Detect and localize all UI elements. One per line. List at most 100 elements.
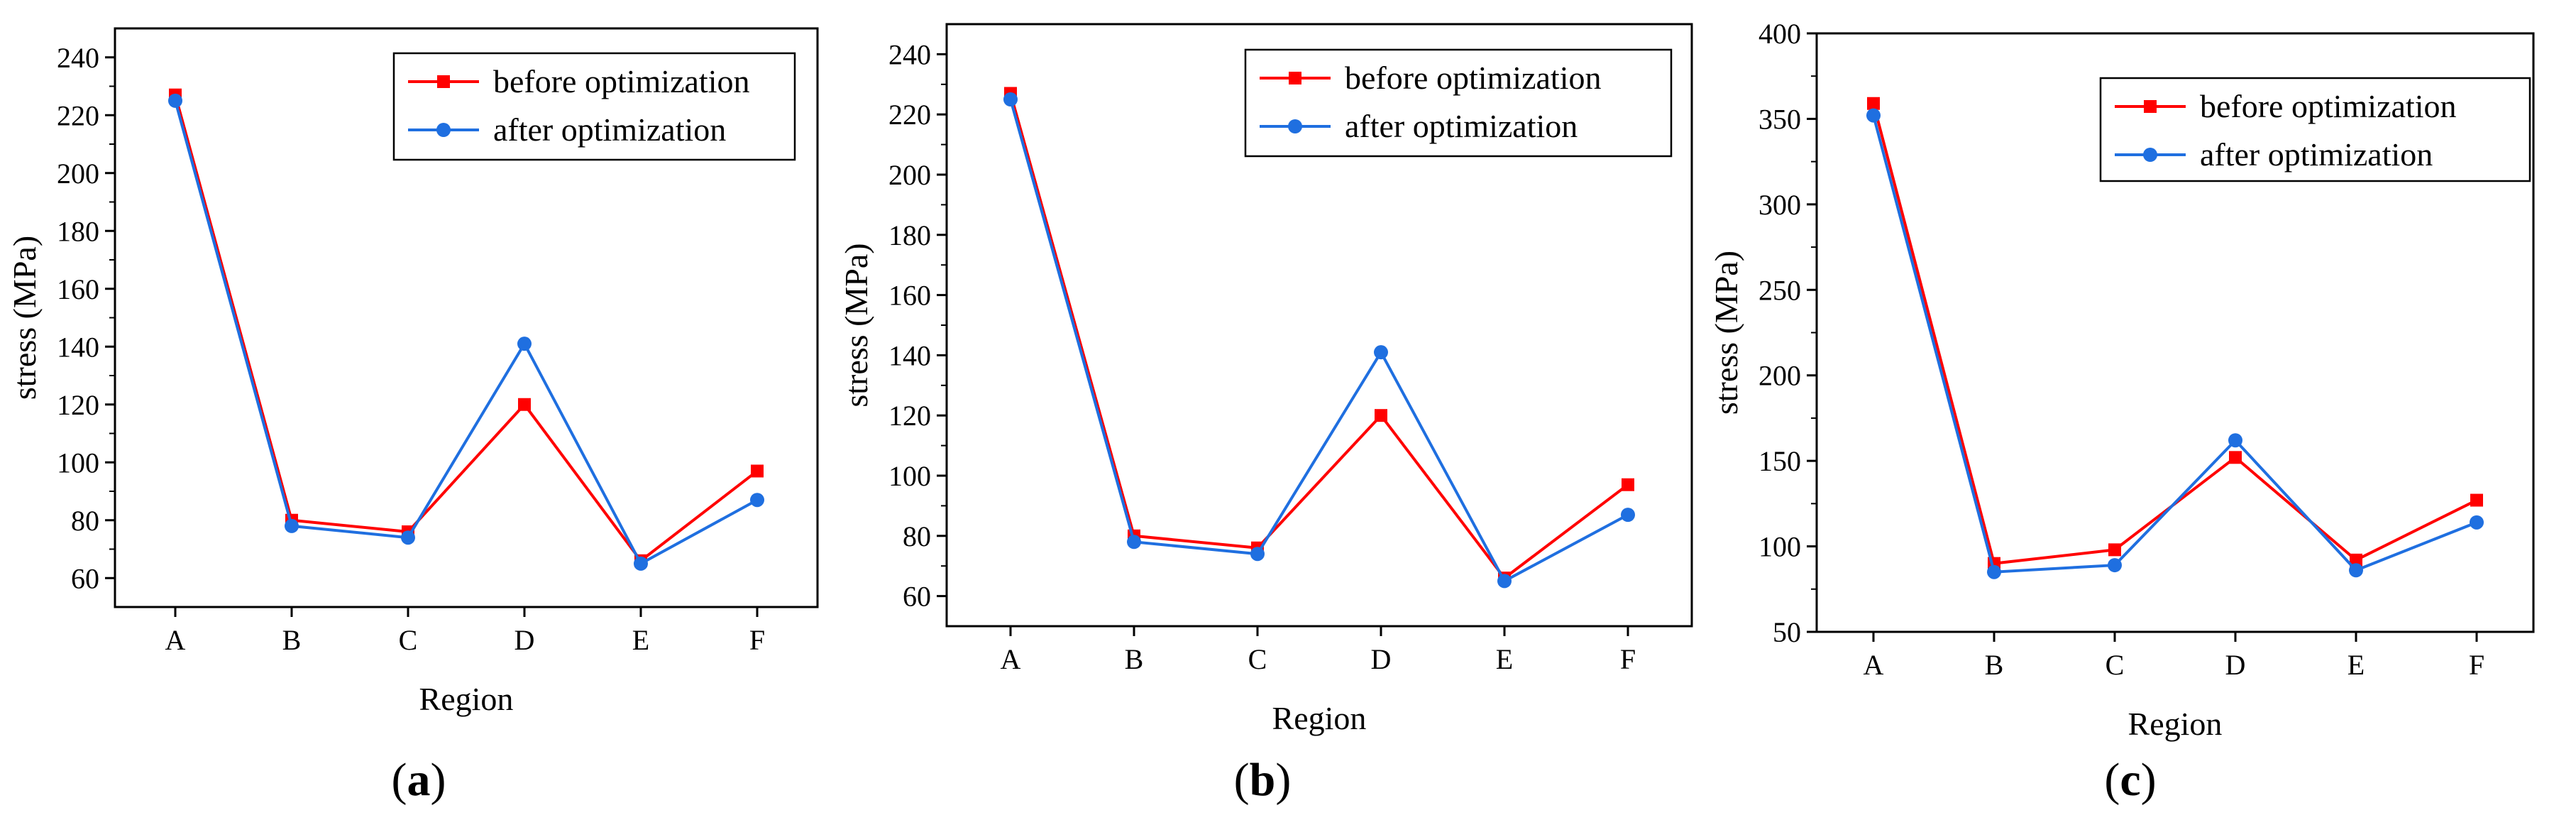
x-tick-label: C <box>1248 643 1267 675</box>
legend: before optimization after optimization <box>392 52 796 161</box>
panel-label: (a) <box>392 754 446 806</box>
legend-swatch-marker <box>1288 119 1302 133</box>
y-tick-label: 140 <box>888 339 931 371</box>
series-line-after <box>1872 115 2477 574</box>
data-point <box>1867 97 1880 110</box>
legend-swatch-marker <box>2143 148 2157 162</box>
y-tick-label: 60 <box>71 562 99 594</box>
y-tick-label: 160 <box>888 280 931 312</box>
x-tick-label: B <box>282 624 302 656</box>
data-point <box>1375 409 1387 422</box>
x-tick-label: F <box>2469 649 2484 681</box>
series-line-after <box>174 100 758 566</box>
y-tick-label: 220 <box>57 99 99 131</box>
x-tick-label: E <box>2347 649 2365 681</box>
data-point <box>634 556 648 571</box>
data-point <box>2228 433 2242 448</box>
y-tick-label: 120 <box>57 389 99 421</box>
y-tick-label: 100 <box>1758 531 1801 563</box>
legend-swatch-marker <box>436 123 451 137</box>
data-point <box>751 464 764 478</box>
data-point <box>1621 508 1635 523</box>
panel-label-open: ( <box>1234 754 1250 806</box>
legend-swatch-marker <box>2144 100 2157 113</box>
data-point <box>2350 553 2362 567</box>
y-tick-label: 100 <box>57 447 99 479</box>
x-tick-label: D <box>1371 643 1392 675</box>
y-tick-label: 350 <box>1758 103 1801 135</box>
y-axis-title: stress (MPa) <box>1708 251 1744 415</box>
panel-label-close: ) <box>431 754 446 806</box>
panel-label: (b) <box>1234 754 1292 806</box>
y-tick-label: 80 <box>903 520 931 552</box>
data-point <box>2108 543 2121 557</box>
data-point <box>1003 92 1018 106</box>
chart-panel-c: 50 100 150 200 250 300 350 400 A B C D E F Region stres… <box>1708 18 2535 806</box>
x-axis-title: Region <box>419 681 514 717</box>
data-point <box>1987 564 2001 579</box>
series-line-before <box>1009 92 1629 580</box>
y-tick-label: 100 <box>888 460 931 492</box>
data-point <box>168 93 182 108</box>
x-tick-label: C <box>2106 649 2125 681</box>
y-tick-label: 400 <box>1758 18 1801 50</box>
data-point <box>2349 563 2363 578</box>
y-tick-label: 50 <box>1773 616 1801 648</box>
y-tick-label: 180 <box>57 215 99 247</box>
data-point <box>1127 535 1141 550</box>
x-tick-label: F <box>1620 643 1636 675</box>
y-tick-label: 200 <box>888 159 931 191</box>
legend-box <box>392 52 796 161</box>
y-tick-label: 240 <box>57 42 99 74</box>
data-point <box>517 337 532 351</box>
data-point <box>518 398 531 411</box>
panel-label-open: ( <box>2104 754 2120 806</box>
y-tick-label: 220 <box>888 99 931 131</box>
x-tick-label: D <box>2225 649 2246 681</box>
legend-label: before optimization <box>1345 60 1602 96</box>
panel-label: (c) <box>2104 754 2156 806</box>
x-tick-label: A <box>1001 643 1021 675</box>
data-point <box>1250 547 1265 562</box>
panel-label-letter: c <box>2120 754 2140 806</box>
legend-label: after optimization <box>1345 108 1578 144</box>
x-tick-label: F <box>749 624 765 656</box>
data-point <box>1374 345 1388 360</box>
y-tick-label: 180 <box>888 219 931 251</box>
x-axis-title: Region <box>2128 706 2223 742</box>
y-tick-label: 240 <box>888 38 931 70</box>
y-tick-label: 160 <box>57 273 99 305</box>
legend-box <box>1244 48 1673 158</box>
x-tick-label: B <box>1985 649 2004 681</box>
data-point <box>2470 493 2483 507</box>
legend-label: after optimization <box>2200 136 2433 173</box>
y-tick-label: 250 <box>1758 274 1801 306</box>
y-tick-label: 150 <box>1758 445 1801 477</box>
x-tick-label: A <box>1864 649 1884 681</box>
y-tick-label: 80 <box>71 505 99 537</box>
x-tick-label: A <box>165 624 186 656</box>
y-tick-label: 300 <box>1758 189 1801 221</box>
y-tick-label: 60 <box>903 581 931 613</box>
data-point <box>750 493 764 508</box>
series-line-after <box>1009 99 1629 584</box>
panel-label-letter: a <box>407 754 431 806</box>
legend-label: before optimization <box>2200 88 2457 124</box>
legend: before optimization after optimization <box>2099 77 2531 182</box>
y-tick-label: 140 <box>57 331 99 363</box>
y-tick-label: 120 <box>888 400 931 432</box>
panel-label-letter: b <box>1250 754 1276 806</box>
series-line-before <box>174 94 759 563</box>
chart-panel-b: 60 80 100 120 140 160 180 200 220 240 A B C D E F Region… <box>838 23 1693 806</box>
data-point <box>401 530 415 545</box>
x-axis-title: Region <box>1272 700 1367 736</box>
legend-swatch-marker <box>1289 72 1301 84</box>
legend: before optimization after optimization <box>1244 48 1673 158</box>
x-tick-label: B <box>1125 643 1144 675</box>
panel-label-open: ( <box>392 754 407 806</box>
y-tick-label: 200 <box>57 158 99 190</box>
panel-label-close: ) <box>1275 754 1291 806</box>
legend-label: before optimization <box>493 63 750 99</box>
